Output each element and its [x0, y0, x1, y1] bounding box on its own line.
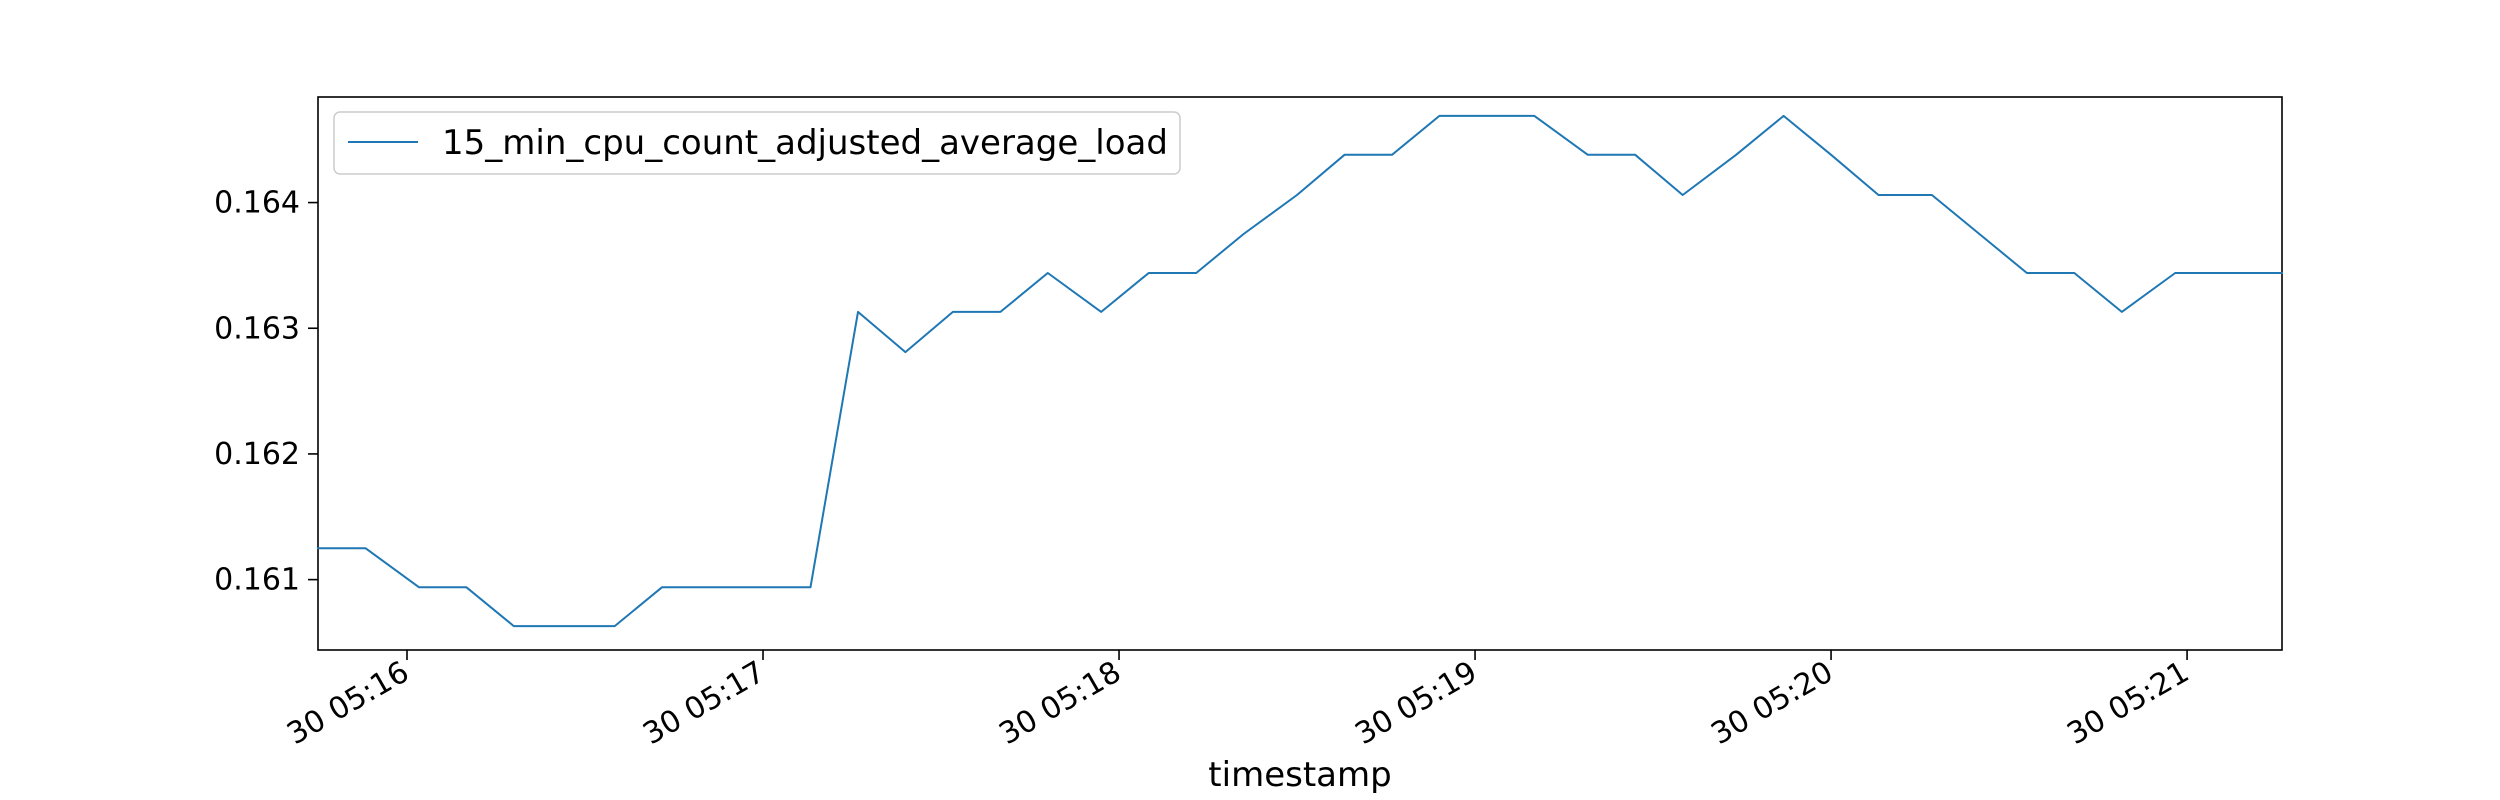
data-point [1046, 271, 1050, 275]
data-point [998, 310, 1002, 314]
data-point [1343, 153, 1347, 157]
data-point [755, 585, 759, 589]
data-point [2072, 271, 2076, 275]
data-point [2025, 271, 2029, 275]
data-point [1977, 232, 1981, 236]
data-point [1734, 153, 1738, 157]
y-tick-label: 0.162 [214, 437, 300, 472]
data-point [1147, 271, 1151, 275]
series-layer [316, 114, 2284, 628]
x-axis-title: timestamp [1208, 755, 1391, 795]
data-point [1099, 310, 1103, 314]
y-axis: 0.161 0.162 0.163 0.164 [214, 186, 318, 598]
data-point [316, 546, 320, 550]
data-point [1485, 114, 1489, 118]
data-point [2173, 271, 2177, 275]
legend-label: 15_min_cpu_count_adjusted_average_load [442, 123, 1168, 163]
data-point [2221, 271, 2225, 275]
data-point [512, 624, 516, 628]
data-point [1782, 114, 1786, 118]
data-point [1437, 114, 1441, 118]
data-point [660, 585, 664, 589]
y-tick-label: 0.163 [214, 311, 300, 346]
data-point [1681, 193, 1685, 197]
y-tick-label: 0.164 [214, 186, 300, 221]
data-point [364, 546, 368, 550]
data-point [2120, 310, 2124, 314]
data-point [1586, 153, 1590, 157]
data-point [708, 585, 712, 589]
data-point [1390, 153, 1394, 157]
data-point [1242, 232, 1246, 236]
data-point [1633, 153, 1637, 157]
data-point [809, 585, 813, 589]
legend-box [333, 111, 1181, 175]
y-tick-label: 0.161 [214, 563, 300, 598]
data-point [464, 585, 468, 589]
data-point [1295, 193, 1299, 197]
legend: 15_min_cpu_count_adjusted_average_load [333, 111, 1181, 175]
data-point [1532, 114, 1536, 118]
data-point [559, 624, 563, 628]
series-line [317, 114, 2283, 628]
data-point [951, 310, 955, 314]
data-point [2280, 271, 2284, 275]
plot-area [317, 96, 2283, 651]
data-point [1877, 193, 1881, 197]
data-point [613, 624, 617, 628]
data-point [903, 350, 907, 354]
data-point [417, 585, 421, 589]
data-point [1930, 193, 1934, 197]
data-point [856, 310, 860, 314]
data-point [1829, 153, 1833, 157]
data-point [1194, 271, 1198, 275]
